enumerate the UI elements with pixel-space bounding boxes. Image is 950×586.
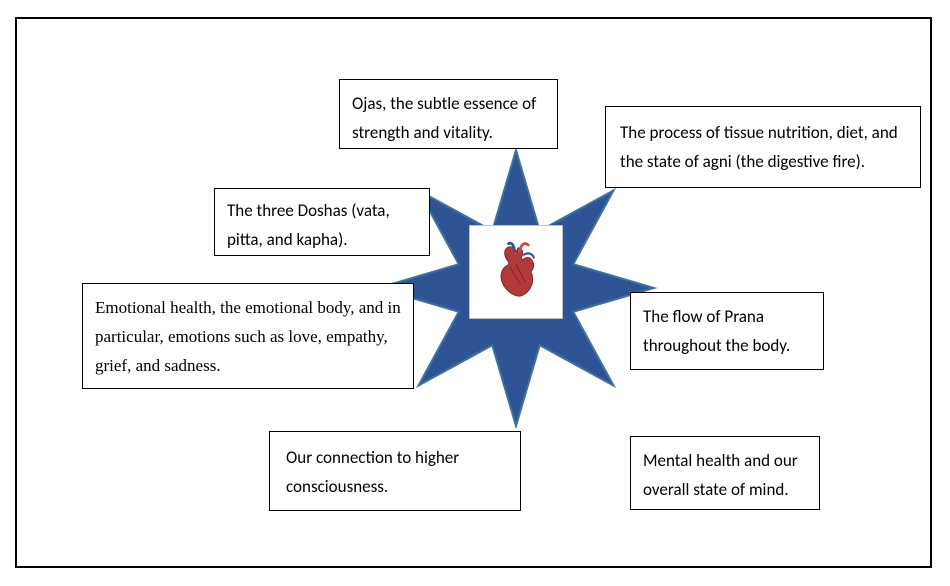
box-doshas-text: The three Doshas (vata, pitta, and kapha… <box>227 197 419 255</box>
box-emotional-text: Emotional health, the emotional body, an… <box>95 294 403 381</box>
box-prana: The flow of Prana throughout the body. <box>630 292 824 370</box>
box-prana-text: The flow of Prana throughout the body. <box>643 303 813 361</box>
box-doshas: The three Doshas (vata, pitta, and kapha… <box>214 188 430 256</box>
box-mental-text: Mental health and our overall state of m… <box>643 447 809 505</box>
box-tissue: The process of tissue nutrition, diet, a… <box>605 106 921 188</box>
box-emotional: Emotional health, the emotional body, an… <box>82 283 414 389</box>
box-ojas-text: Ojas, the subtle essence of strength and… <box>352 90 547 148</box>
box-mental: Mental health and our overall state of m… <box>630 436 820 510</box>
box-consciousness-text: Our connection to higher consciousness. <box>286 444 510 502</box>
box-tissue-text: The process of tissue nutrition, diet, a… <box>620 119 910 177</box>
box-consciousness: Our connection to higher consciousness. <box>269 431 521 511</box>
box-ojas: Ojas, the subtle essence of strength and… <box>339 79 558 149</box>
center-image-box <box>469 225 563 319</box>
anatomical-heart-icon <box>482 238 552 308</box>
